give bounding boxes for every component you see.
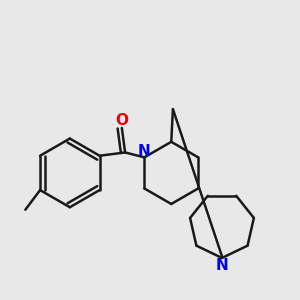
Text: N: N (216, 258, 228, 273)
Text: N: N (138, 144, 151, 159)
Text: O: O (115, 113, 128, 128)
